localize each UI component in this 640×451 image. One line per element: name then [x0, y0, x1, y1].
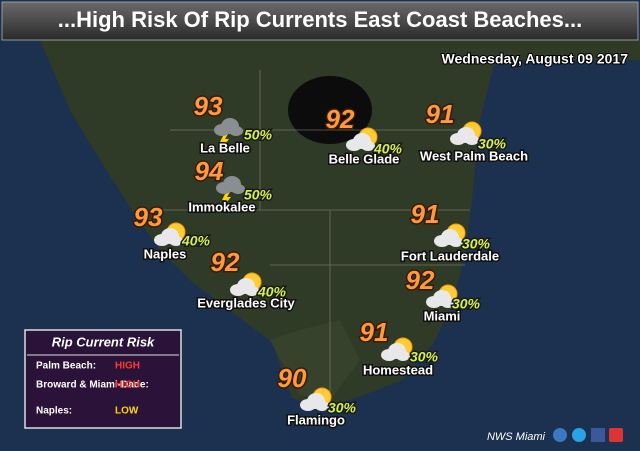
weather-icon	[434, 223, 466, 247]
weather-icon	[381, 337, 413, 361]
city-name: Homestead	[363, 362, 433, 377]
cloud	[229, 126, 243, 136]
cloud	[396, 351, 410, 361]
city-name: Fort Lauderdale	[401, 248, 499, 263]
cloud	[231, 184, 245, 194]
temperature: 93	[134, 202, 163, 232]
weather-icon	[216, 176, 245, 207]
temperature: 90	[278, 363, 307, 393]
lightning	[222, 192, 231, 207]
credit: NWS Miami	[487, 431, 546, 443]
city-name: Naples	[144, 246, 187, 261]
rain-chance: 40%	[373, 141, 403, 157]
city-name: La Belle	[200, 140, 250, 155]
cloud	[315, 401, 329, 411]
rain-chance: 40%	[181, 233, 211, 249]
risk-area: Broward & Miami-Dade:	[36, 380, 149, 391]
youtube-icon[interactable]	[609, 428, 623, 442]
rain-chance: 50%	[244, 187, 273, 203]
everglades	[270, 320, 360, 400]
city-name: West Palm Beach	[420, 148, 528, 163]
facebook-icon[interactable]	[591, 428, 605, 442]
weather-icon	[154, 222, 186, 246]
date: Wednesday, August 09 2017	[442, 51, 629, 67]
twitter-icon[interactable]	[572, 428, 586, 442]
rain-chance: 50%	[244, 127, 273, 143]
county-lines	[150, 70, 470, 400]
land	[40, 40, 640, 408]
city-name: Miami	[424, 308, 461, 323]
rain-chance: 30%	[328, 400, 357, 416]
weather-icon	[346, 127, 378, 151]
city-name: Immokalee	[188, 199, 255, 214]
city-name: Everglades City	[197, 295, 295, 310]
rain-chance: 40%	[257, 284, 287, 300]
temperature: 92	[211, 247, 240, 277]
cloud	[441, 298, 455, 308]
cloud	[465, 135, 479, 145]
weather-icon	[230, 272, 262, 296]
cloud	[361, 141, 375, 151]
risk-area: Palm Beach:	[36, 361, 96, 372]
rain-chance: 30%	[462, 236, 491, 252]
temperature: 94	[195, 156, 224, 186]
rain-chance: 30%	[410, 349, 439, 365]
title: ...High Risk Of Rip Currents East Coast …	[58, 7, 582, 32]
risk-box	[24, 329, 182, 429]
weather-icon	[214, 118, 243, 149]
city-name: Belle Glade	[329, 151, 400, 166]
rain-chance: 30%	[452, 296, 481, 312]
temperature: 91	[360, 317, 389, 347]
temperature: 92	[326, 104, 355, 134]
home-icon[interactable]	[553, 428, 567, 442]
temperature: 91	[426, 99, 455, 129]
weather-icon	[450, 121, 482, 145]
temperature: 91	[411, 199, 440, 229]
cloud	[449, 237, 463, 247]
rain-chance: 30%	[478, 136, 507, 152]
temperature: 92	[406, 265, 435, 295]
lightning	[220, 134, 229, 149]
risk-level: HIGH	[115, 361, 140, 372]
weather-icon	[300, 387, 332, 411]
risk-title: Rip Current Risk	[52, 334, 155, 349]
title-bar	[1, 1, 639, 41]
city-name: Flamingo	[287, 412, 345, 427]
temperature: 93	[194, 91, 223, 121]
risk-level: LOW	[115, 406, 139, 417]
cloud	[245, 286, 259, 296]
cloud	[169, 236, 183, 246]
risk-area: Naples:	[36, 406, 72, 417]
lake-okeechobee	[288, 76, 372, 144]
weather-icon	[426, 284, 458, 308]
risk-level: HIGH	[115, 380, 140, 391]
